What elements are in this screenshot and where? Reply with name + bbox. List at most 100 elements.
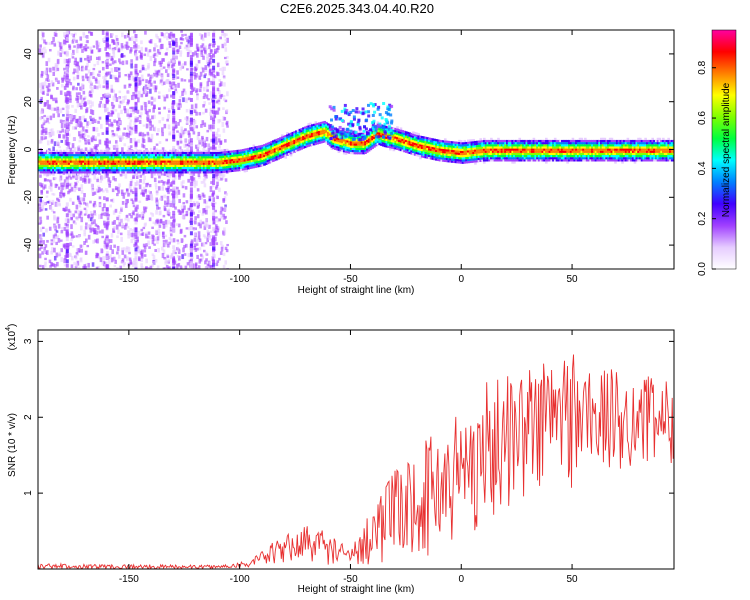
spectrogram-cell — [341, 138, 344, 142]
spectrogram-cell — [49, 182, 53, 187]
spectrogram-cell — [217, 149, 220, 152]
spectrogram-cell — [103, 166, 107, 170]
spectrogram-cell — [61, 164, 64, 167]
spectrogram-cell — [172, 36, 176, 41]
spectrogram-cell — [105, 144, 109, 149]
spectrogram-cell — [225, 148, 229, 152]
spectrogram-cell — [223, 56, 227, 60]
spectrogram-cell — [80, 164, 84, 167]
spectrogram-cell — [319, 130, 323, 133]
spectrogram-cell — [342, 150, 346, 153]
spectrogram-cell — [105, 197, 109, 202]
spectrogram-cell — [44, 41, 48, 45]
spectrogram-cell — [330, 147, 334, 150]
spectrogram-cell — [348, 149, 351, 152]
spectrogram-cell — [183, 61, 187, 66]
spectrogram-cell — [46, 166, 50, 170]
spectrogram-cell — [144, 158, 147, 161]
spectrogram-cell — [43, 184, 47, 189]
spectrogram-cell — [163, 169, 167, 172]
spectrogram-cell — [316, 133, 319, 136]
spectrogram-cell — [325, 134, 328, 138]
spectrogram-cell — [155, 160, 158, 163]
spectrogram-cell — [50, 160, 54, 163]
spectrogram-cell — [105, 238, 109, 243]
spectrogram-cell — [44, 49, 47, 54]
spectrogram-cell — [94, 156, 98, 159]
spectrogram-cell — [112, 156, 116, 159]
spectrogram-cell — [131, 171, 135, 174]
spectrogram-cell — [312, 141, 316, 144]
spectrogram-cell — [142, 164, 146, 167]
spectrogram-cell — [50, 164, 54, 167]
spectrogram-cell — [231, 159, 234, 162]
spectrogram-cell — [105, 115, 109, 120]
spectrogram-cell — [248, 166, 252, 170]
spectrogram-cell — [105, 71, 109, 76]
spectrogram-cell — [211, 169, 215, 172]
spectrogram-cell — [117, 190, 120, 194]
spectrogram-cell — [266, 146, 270, 150]
spectrogram-cell — [87, 158, 91, 161]
spectrogram-cell — [142, 139, 146, 143]
spectrogram-cell — [314, 121, 318, 124]
spectrogram-cell — [256, 148, 259, 151]
spectrogram-cell — [48, 162, 52, 165]
spectrogram-cell — [41, 82, 45, 87]
spectrogram-cell — [96, 60, 100, 66]
spectrogram-cell — [188, 226, 191, 231]
spectrogram-cell — [279, 137, 282, 140]
spectrogram-cell — [134, 141, 138, 146]
spectrogram-cell — [103, 160, 107, 163]
spectrogram-cell — [358, 145, 362, 148]
spectrogram-cell — [95, 230, 99, 235]
spectrogram-cell — [323, 131, 327, 134]
spectrogram-cell — [289, 145, 293, 148]
spectrogram-cell — [199, 160, 202, 163]
spectrogram-cell — [158, 166, 162, 170]
spectrogram-cell — [284, 156, 288, 159]
spectrogram-cell — [337, 142, 341, 145]
spectrogram-cell — [53, 154, 57, 157]
spectrogram-cell — [252, 157, 256, 160]
spectrogram-cell — [78, 200, 82, 205]
spectrogram-cell — [87, 169, 91, 172]
spectrogram-cell — [212, 73, 215, 78]
spectrogram-cell — [309, 139, 312, 143]
spectrogram-cell — [80, 122, 83, 127]
spectrogram-cell — [194, 158, 197, 161]
spectrogram-cell — [170, 216, 173, 219]
spectrogram-cell — [82, 162, 85, 165]
spectrogram-cell — [45, 162, 48, 165]
spectrogram-cell — [208, 124, 211, 130]
spectrogram-cell — [307, 125, 311, 128]
spectrogram-cell — [168, 133, 171, 136]
spectrogram-cell — [164, 261, 167, 265]
spectrogram-cell — [119, 265, 123, 269]
spectrogram-cell — [312, 128, 316, 131]
spectrogram-cell — [194, 164, 197, 167]
spectrogram-cell — [134, 108, 138, 113]
spectrogram-cell — [123, 127, 127, 130]
spectrogram-cell — [164, 258, 168, 263]
spectrogram-cell — [261, 149, 264, 152]
spectrogram-cell — [156, 236, 160, 241]
spectrogram-cell — [84, 160, 87, 163]
spectrogram-cell — [365, 148, 369, 151]
spectrogram-cell — [332, 146, 335, 150]
spectrogram-cell — [185, 164, 188, 167]
spectrogram-cell — [89, 109, 93, 115]
spectrogram-cell — [196, 46, 200, 52]
spectrogram-cell — [179, 66, 182, 71]
spectrogram-cell — [186, 169, 190, 172]
spectrogram-cell — [248, 147, 252, 150]
spectrogram-cell — [103, 107, 107, 113]
spectrogram-cell — [211, 166, 215, 170]
spectrogram-cell — [172, 54, 176, 59]
spectrogram-cell — [169, 160, 172, 163]
spectrogram-cell — [210, 72, 214, 75]
spectrogram-cell — [182, 88, 186, 93]
spectrogram-cell — [196, 201, 199, 206]
spectrogram-cell — [94, 164, 98, 167]
spectrogram-cell — [108, 151, 112, 155]
